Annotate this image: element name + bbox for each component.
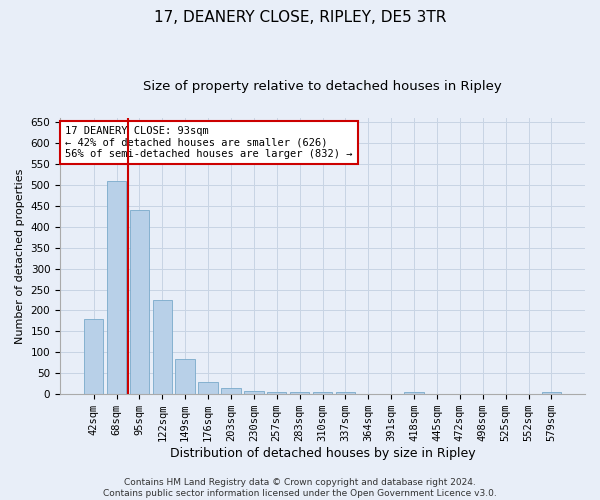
- Text: Contains HM Land Registry data © Crown copyright and database right 2024.
Contai: Contains HM Land Registry data © Crown c…: [103, 478, 497, 498]
- Bar: [221, 388, 241, 394]
- Bar: [267, 392, 286, 394]
- Bar: [404, 392, 424, 394]
- Bar: [84, 319, 103, 394]
- Bar: [152, 300, 172, 394]
- Bar: [130, 210, 149, 394]
- Text: 17, DEANERY CLOSE, RIPLEY, DE5 3TR: 17, DEANERY CLOSE, RIPLEY, DE5 3TR: [154, 10, 446, 25]
- Bar: [199, 382, 218, 394]
- Title: Size of property relative to detached houses in Ripley: Size of property relative to detached ho…: [143, 80, 502, 93]
- Bar: [335, 392, 355, 394]
- Bar: [244, 391, 263, 394]
- Bar: [175, 358, 195, 394]
- Bar: [290, 392, 310, 394]
- Bar: [107, 180, 126, 394]
- Bar: [313, 392, 332, 394]
- Bar: [542, 392, 561, 394]
- X-axis label: Distribution of detached houses by size in Ripley: Distribution of detached houses by size …: [170, 447, 475, 460]
- Text: 17 DEANERY CLOSE: 93sqm
← 42% of detached houses are smaller (626)
56% of semi-d: 17 DEANERY CLOSE: 93sqm ← 42% of detache…: [65, 126, 353, 160]
- Y-axis label: Number of detached properties: Number of detached properties: [15, 168, 25, 344]
